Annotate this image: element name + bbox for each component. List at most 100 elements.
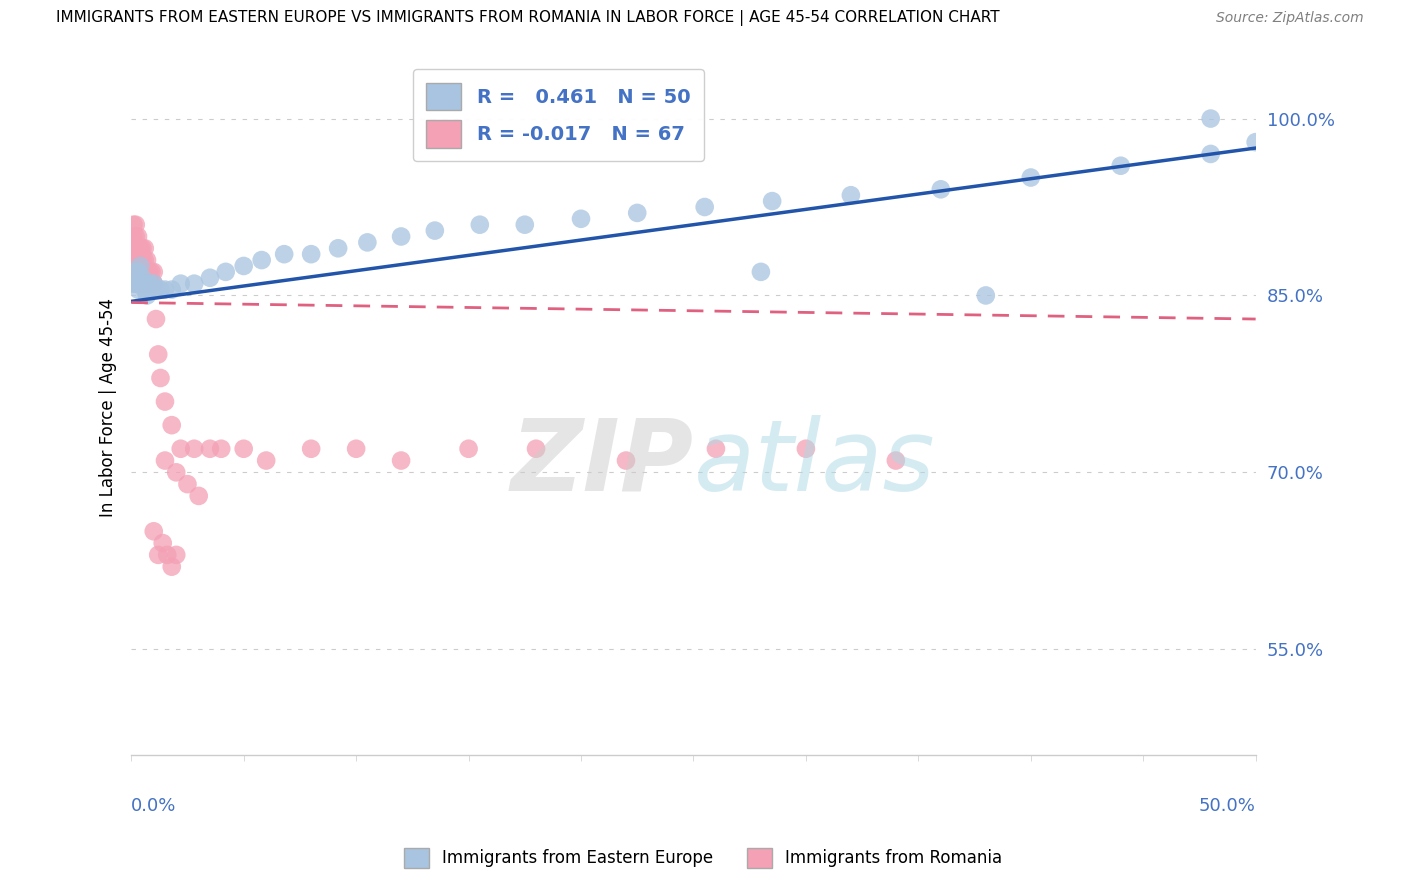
- Point: [524, 442, 547, 456]
- Point: [183, 442, 205, 456]
- Point: [141, 283, 163, 297]
- Point: [122, 265, 145, 279]
- Point: [129, 253, 152, 268]
- Point: [129, 241, 152, 255]
- Point: [1199, 112, 1222, 126]
- Point: [122, 218, 145, 232]
- Point: [389, 453, 412, 467]
- Point: [142, 524, 165, 539]
- Point: [122, 241, 145, 255]
- Point: [129, 265, 152, 279]
- Point: [141, 277, 163, 291]
- Point: [138, 277, 160, 291]
- Point: [134, 277, 156, 291]
- Point: [215, 265, 238, 279]
- Point: [131, 253, 153, 268]
- Point: [127, 265, 149, 279]
- Point: [138, 277, 160, 291]
- Point: [198, 270, 221, 285]
- Point: [125, 277, 148, 291]
- Point: [153, 394, 176, 409]
- Point: [693, 200, 716, 214]
- Legend: R =   0.461   N = 50, R = -0.017   N = 67: R = 0.461 N = 50, R = -0.017 N = 67: [413, 70, 704, 161]
- Point: [152, 536, 174, 550]
- Point: [156, 548, 179, 562]
- Point: [125, 218, 148, 232]
- Point: [148, 283, 170, 297]
- Point: [145, 283, 167, 297]
- Point: [127, 283, 149, 297]
- Text: IMMIGRANTS FROM EASTERN EUROPE VS IMMIGRANTS FROM ROMANIA IN LABOR FORCE | AGE 4: IMMIGRANTS FROM EASTERN EUROPE VS IMMIGR…: [56, 11, 1000, 26]
- Point: [142, 265, 165, 279]
- Point: [122, 253, 145, 268]
- Point: [127, 229, 149, 244]
- Legend: Immigrants from Eastern Europe, Immigrants from Romania: Immigrants from Eastern Europe, Immigran…: [398, 841, 1008, 875]
- Point: [136, 288, 159, 302]
- Point: [929, 182, 952, 196]
- Point: [125, 265, 148, 279]
- Point: [1244, 135, 1267, 149]
- Point: [232, 259, 254, 273]
- Point: [127, 241, 149, 255]
- Point: [614, 453, 637, 467]
- Point: [749, 265, 772, 279]
- Point: [326, 241, 349, 255]
- Text: 50.0%: 50.0%: [1199, 797, 1256, 815]
- Point: [125, 277, 148, 291]
- Point: [794, 442, 817, 456]
- Point: [134, 283, 156, 297]
- Point: [170, 442, 193, 456]
- Y-axis label: In Labor Force | Age 45-54: In Labor Force | Age 45-54: [100, 298, 117, 517]
- Point: [356, 235, 378, 250]
- Point: [129, 277, 152, 291]
- Point: [148, 347, 170, 361]
- Point: [134, 241, 156, 255]
- Point: [457, 442, 479, 456]
- Point: [704, 442, 727, 456]
- Point: [468, 218, 491, 232]
- Point: [149, 371, 172, 385]
- Point: [125, 229, 148, 244]
- Point: [974, 288, 997, 302]
- Point: [170, 277, 193, 291]
- Point: [761, 194, 783, 208]
- Point: [129, 259, 152, 273]
- Point: [160, 559, 183, 574]
- Point: [122, 229, 145, 244]
- Point: [254, 453, 277, 467]
- Point: [198, 442, 221, 456]
- Point: [569, 211, 592, 226]
- Point: [149, 283, 172, 297]
- Point: [1109, 159, 1132, 173]
- Point: [299, 442, 322, 456]
- Point: [344, 442, 367, 456]
- Point: [389, 229, 412, 244]
- Point: [209, 442, 232, 456]
- Point: [131, 277, 153, 291]
- Point: [299, 247, 322, 261]
- Point: [513, 218, 536, 232]
- Point: [423, 224, 446, 238]
- Point: [142, 277, 165, 291]
- Point: [884, 453, 907, 467]
- Point: [153, 453, 176, 467]
- Point: [129, 277, 152, 291]
- Point: [122, 277, 145, 291]
- Point: [176, 477, 198, 491]
- Point: [839, 188, 862, 202]
- Point: [183, 277, 205, 291]
- Point: [136, 277, 159, 291]
- Point: [131, 241, 153, 255]
- Point: [125, 241, 148, 255]
- Point: [141, 265, 163, 279]
- Point: [1019, 170, 1042, 185]
- Point: [136, 277, 159, 291]
- Point: [136, 253, 159, 268]
- Text: atlas: atlas: [693, 415, 935, 512]
- Point: [626, 206, 648, 220]
- Text: 0.0%: 0.0%: [131, 797, 177, 815]
- Point: [138, 283, 160, 297]
- Point: [232, 442, 254, 456]
- Point: [1199, 147, 1222, 161]
- Point: [134, 253, 156, 268]
